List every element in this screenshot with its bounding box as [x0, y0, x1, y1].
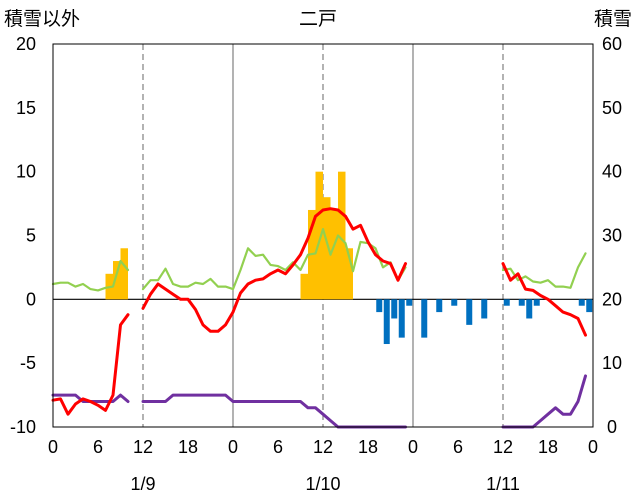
snow-change-bar: [436, 299, 443, 313]
precip-bar: [323, 197, 331, 300]
precip-bar: [345, 248, 353, 300]
y-right-tick-label: 50: [602, 98, 622, 118]
snow-change-bar: [376, 299, 383, 313]
precip-bar: [300, 273, 308, 300]
plot-frame: [52, 43, 594, 428]
y-right-tick-label: 60: [602, 34, 622, 54]
date-label: 1/11: [486, 474, 520, 494]
x-tick-label: 0: [228, 437, 238, 457]
snow-change-bar: [586, 299, 593, 313]
x-tick-label: 12: [133, 437, 153, 457]
snow-change-bar: [578, 299, 585, 306]
snow-change-bar: [503, 299, 510, 306]
snow-change-bar: [398, 299, 405, 338]
temperature-line: [501, 262, 587, 337]
y-right-tick-label: 0: [607, 417, 617, 437]
snow-change-bar: [391, 299, 398, 319]
x-tick-label: 6: [453, 437, 463, 457]
y-right-tick-label: 40: [602, 162, 622, 182]
chart-title: 二戸: [299, 9, 337, 30]
x-tick-label: 0: [408, 437, 418, 457]
precip-bar: [120, 248, 128, 300]
x-tick-label: 0: [588, 437, 598, 457]
precip-bar: [330, 209, 338, 300]
precip-bar: [338, 171, 346, 300]
snow-change-bar: [481, 299, 488, 319]
snow-change-bar: [383, 299, 390, 345]
snow-change-bar: [466, 299, 473, 325]
y-left-tick-label: -5: [20, 353, 36, 373]
y-left-tick-label: 10: [16, 162, 36, 182]
snow-change-bar: [406, 299, 413, 306]
snow-change-bar: [533, 299, 540, 306]
snow-change-bar: [526, 299, 533, 319]
y-right-tick-label: 10: [602, 353, 622, 373]
y-left-tick-label: 5: [26, 226, 36, 246]
y-right-tick-label: 30: [602, 226, 622, 246]
x-tick-label: 18: [358, 437, 378, 457]
y-left-tick-label: 15: [16, 98, 36, 118]
x-tick-label: 0: [48, 437, 58, 457]
snow-change-bar: [421, 299, 428, 338]
y-left-tick-label: -10: [10, 417, 36, 437]
x-tick-label: 6: [93, 437, 103, 457]
precip-bar: [315, 171, 323, 300]
y-left-tick-label: 20: [16, 34, 36, 54]
x-tick-label: 6: [273, 437, 283, 457]
snow-depth-line: [51, 259, 130, 292]
precip-bar: [113, 261, 121, 300]
snow-change-bar: [518, 299, 525, 306]
wind-line: [501, 374, 587, 429]
date-label: 1/10: [305, 474, 340, 494]
snow-depth-line: [141, 228, 407, 291]
snow-depth-line: [501, 252, 587, 289]
lines: [51, 207, 587, 429]
date-label: 1/9: [130, 474, 155, 494]
left-axis-label: 積雪以外: [4, 8, 80, 30]
y-left-tick-label: 0: [26, 289, 36, 309]
wind-line: [141, 393, 407, 429]
x-tick-label: 18: [178, 437, 198, 457]
x-tick-label: 12: [493, 437, 513, 457]
right-axis-label: 積雪: [594, 8, 632, 30]
x-tick-label: 18: [538, 437, 558, 457]
temperature-line: [51, 313, 130, 416]
snow-change-bar: [451, 299, 458, 306]
temperature-line: [141, 207, 407, 333]
x-tick-label: 12: [313, 437, 333, 457]
y-right-tick-label: 20: [602, 289, 622, 309]
